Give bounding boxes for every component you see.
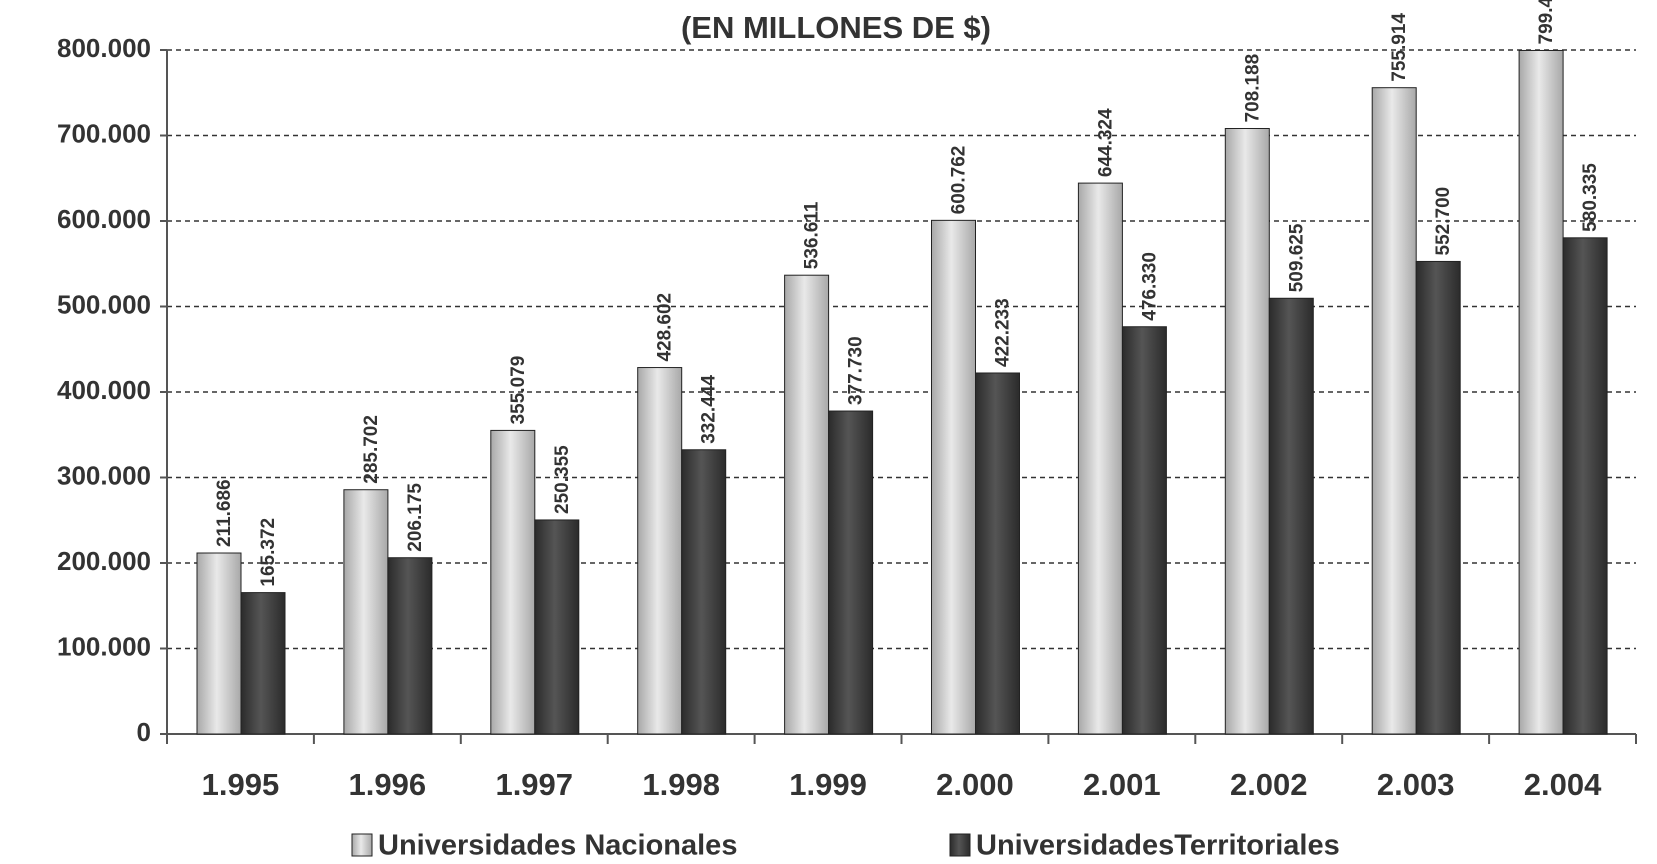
bar bbox=[1077, 182, 1123, 735]
bar bbox=[637, 367, 683, 735]
bar bbox=[784, 274, 830, 735]
x-tick-label: 2.004 bbox=[1524, 767, 1602, 802]
data-label: 206.175 bbox=[405, 483, 426, 552]
bar bbox=[240, 592, 286, 735]
x-tick-label: 2.002 bbox=[1230, 767, 1308, 802]
data-label: 509.625 bbox=[1286, 223, 1307, 292]
bar bbox=[1415, 260, 1461, 735]
bar bbox=[1224, 127, 1270, 735]
data-label: 552.700 bbox=[1433, 187, 1454, 256]
y-tick-label: 500.000 bbox=[57, 289, 151, 319]
bar bbox=[975, 372, 1020, 735]
legend-swatch bbox=[351, 833, 373, 857]
data-label: 600.762 bbox=[949, 146, 970, 215]
bar bbox=[343, 489, 389, 735]
x-tick-label: 1.996 bbox=[349, 767, 427, 802]
x-tick-label: 2.000 bbox=[936, 767, 1014, 802]
data-label: 428.602 bbox=[655, 293, 676, 362]
bar bbox=[196, 552, 242, 735]
data-label: 377.730 bbox=[846, 336, 867, 405]
bar bbox=[931, 219, 976, 735]
y-tick-label: 800.000 bbox=[57, 33, 151, 63]
data-label: 355.079 bbox=[508, 356, 529, 425]
bar bbox=[828, 410, 874, 735]
x-tick-label: 1.997 bbox=[495, 767, 573, 802]
bar bbox=[1518, 49, 1564, 735]
bar bbox=[1371, 87, 1417, 735]
bar bbox=[490, 429, 536, 735]
data-label: 332.444 bbox=[699, 375, 720, 444]
x-tick-label: 2.001 bbox=[1083, 767, 1161, 802]
data-label: 536.611 bbox=[802, 201, 823, 269]
bar bbox=[1562, 237, 1608, 735]
x-tick-label: 1.999 bbox=[789, 767, 867, 802]
bar bbox=[1268, 297, 1314, 735]
chart-title: (EN MILLONES DE $) bbox=[681, 10, 991, 45]
y-tick-label: 300.000 bbox=[57, 460, 151, 490]
y-tick-label: 0 bbox=[137, 717, 151, 747]
data-label: 755.914 bbox=[1389, 13, 1410, 82]
y-tick-label: 700.000 bbox=[57, 118, 151, 148]
data-label: 285.702 bbox=[361, 415, 382, 484]
x-tick-label: 2.003 bbox=[1377, 767, 1455, 802]
legend-swatch bbox=[949, 833, 971, 857]
data-label: 476.330 bbox=[1139, 252, 1160, 321]
legend-label: UniversidadesTerritoriales bbox=[976, 830, 1340, 862]
bar bbox=[534, 519, 580, 735]
data-label: 580.335 bbox=[1580, 163, 1601, 232]
x-tick-label: 1.995 bbox=[202, 767, 280, 802]
bar bbox=[681, 449, 727, 735]
y-tick-label: 100.000 bbox=[57, 631, 151, 661]
data-label: 644.324 bbox=[1095, 108, 1116, 177]
y-tick-label: 600.000 bbox=[57, 204, 151, 234]
data-label: 422.233 bbox=[993, 298, 1014, 367]
data-label: 250.355 bbox=[552, 445, 573, 514]
x-tick-label: 1.998 bbox=[642, 767, 720, 802]
legend-label: Universidades Nacionales bbox=[378, 830, 737, 862]
y-tick-label: 200.000 bbox=[57, 546, 151, 576]
data-label: 708.188 bbox=[1242, 54, 1263, 123]
y-tick-label: 400.000 bbox=[57, 375, 151, 405]
data-label: 211.686 bbox=[214, 479, 235, 547]
data-label: 799.443 bbox=[1536, 0, 1557, 44]
data-label: 165.372 bbox=[258, 518, 279, 587]
bar bbox=[387, 557, 433, 735]
bar bbox=[1121, 326, 1167, 735]
